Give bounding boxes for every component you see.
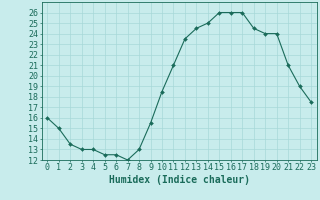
X-axis label: Humidex (Indice chaleur): Humidex (Indice chaleur)	[109, 175, 250, 185]
